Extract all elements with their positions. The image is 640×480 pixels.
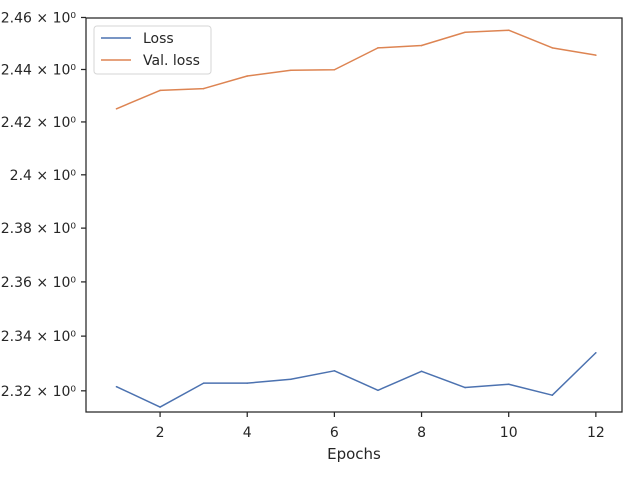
y-tick-label: 2.38 × 10⁰	[1, 221, 77, 237]
data-point-0-2	[202, 382, 205, 384]
data-point-0-7	[420, 370, 423, 373]
data-point-0-6	[377, 389, 379, 392]
data-point-1-5	[333, 68, 336, 71]
data-point-1-6	[377, 47, 379, 49]
x-tick-label: 4	[243, 425, 252, 441]
data-point-1-8	[464, 31, 466, 34]
data-point-1-7	[420, 44, 423, 47]
x-tick-label: 10	[500, 425, 518, 441]
data-point-1-3	[246, 75, 249, 77]
x-tick-label: 12	[587, 425, 605, 441]
data-point-0-5	[333, 370, 336, 372]
y-tick-label: 2.36 × 10⁰	[1, 275, 77, 291]
data-point-1-2	[202, 87, 205, 90]
data-point-1-9	[507, 29, 510, 31]
y-tick-label: 2.4 × 10⁰	[10, 168, 77, 184]
data-point-1-10	[551, 47, 554, 49]
x-tick-label: 8	[417, 425, 426, 441]
data-point-0-1	[159, 406, 161, 408]
data-point-0-9	[507, 383, 510, 386]
series-line-1	[116, 29, 596, 110]
data-point-1-1	[159, 89, 161, 92]
data-point-0-11	[595, 351, 597, 354]
plot-frame	[85, 17, 623, 413]
series-line-0	[116, 352, 597, 408]
data-point-1-4	[290, 69, 292, 72]
x-tick-label: 6	[330, 425, 339, 441]
y-tick-label: 2.46 × 10⁰	[1, 10, 77, 26]
data-point-1-11	[595, 54, 597, 56]
legend: Loss Val. loss	[93, 25, 212, 75]
data-point-1-0	[115, 107, 118, 110]
legend-label-loss: Loss	[143, 31, 174, 47]
tick-layer: 2 4 6 8 10 12 2.32 × 10⁰ 2.34 × 10⁰ 2.36 × 10⁰ 2.…	[1, 10, 605, 441]
plot-background	[86, 18, 622, 412]
y-tick-label: 2.34 × 10⁰	[1, 329, 77, 345]
data-point-0-3	[246, 382, 249, 384]
x-axis-label: Epochs	[327, 445, 381, 463]
data-point-0-0	[115, 385, 118, 388]
data-point-0-4	[290, 378, 292, 381]
series-layer	[115, 29, 597, 408]
data-point-0-8	[464, 386, 466, 389]
y-tick-label: 2.42 × 10⁰	[1, 115, 77, 131]
x-tick-label: 2	[156, 425, 165, 441]
legend-label-val-loss: Val. loss	[143, 53, 200, 69]
y-tick-label: 2.32 × 10⁰	[1, 384, 77, 400]
y-tick-label: 2.44 × 10⁰	[1, 62, 77, 78]
data-point-0-10	[551, 394, 554, 397]
